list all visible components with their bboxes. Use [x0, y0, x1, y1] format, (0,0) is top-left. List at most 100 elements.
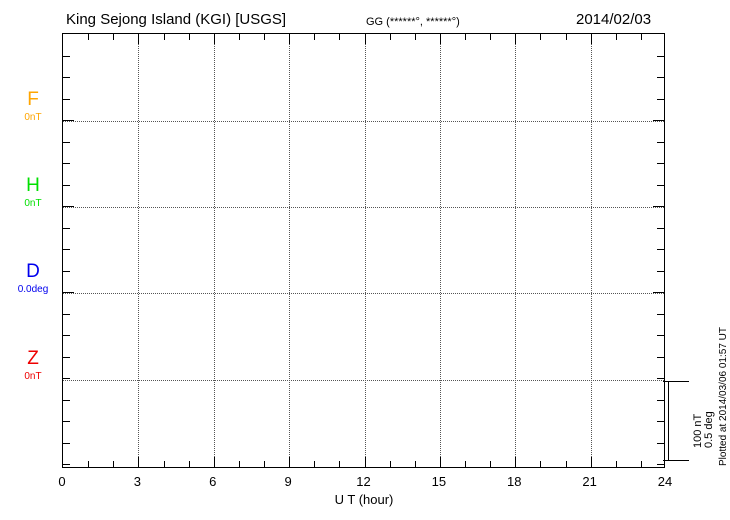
- x-axis-tick-label: 21: [582, 474, 597, 489]
- y-axis-tick: [657, 163, 664, 164]
- x-axis-tick-label: 24: [657, 474, 673, 489]
- y-axis-tick: [657, 378, 664, 379]
- y-axis-tick: [657, 270, 664, 272]
- x-axis-tick-label: 3: [133, 474, 141, 489]
- y-axis-tick: [653, 206, 664, 207]
- y-axis-tick: [657, 399, 664, 401]
- scale-bar-deg-label: 0.5 deg: [703, 411, 715, 448]
- y-axis-tick: [657, 98, 664, 100]
- x-axis-tick: [565, 34, 567, 40]
- y-axis-tick: [63, 206, 74, 207]
- gridline-horizontal: [63, 206, 664, 208]
- geographic-coordinates-label: GG (******°, ******°): [366, 16, 460, 28]
- y-axis-tick: [657, 55, 664, 57]
- x-axis-tick: [490, 461, 492, 467]
- y-axis-tick: [657, 356, 664, 358]
- x-axis-tick: [414, 34, 416, 40]
- x-axis-tick: [389, 461, 391, 467]
- y-axis-tick: [653, 120, 664, 121]
- y-axis-tick: [63, 270, 70, 272]
- x-axis-tick-label: 6: [209, 474, 217, 489]
- x-axis-tick: [163, 461, 165, 467]
- x-axis-tick: [264, 34, 265, 40]
- scale-bar-cap-top: [663, 381, 689, 382]
- component-label-f: F 0nT: [8, 90, 58, 123]
- x-axis-tick-label: 15: [431, 474, 447, 489]
- y-axis-tick: [63, 249, 70, 250]
- x-axis-title-text: U T (hour): [334, 492, 394, 507]
- x-axis-tick: [565, 461, 567, 467]
- x-axis-tick: [389, 34, 391, 40]
- y-axis-tick: [63, 378, 70, 379]
- y-axis-tick: [63, 335, 70, 336]
- x-axis-tick: [465, 34, 466, 40]
- x-axis-tick: [590, 457, 592, 467]
- x-axis-tick: [88, 34, 90, 40]
- x-axis-tick-label: 12: [356, 474, 371, 489]
- component-letter: D: [26, 260, 40, 282]
- x-axis-tick: [439, 457, 441, 467]
- y-axis-tick: [63, 292, 74, 293]
- y-axis-tick: [657, 313, 664, 315]
- observation-date: 2014/02/03: [576, 11, 652, 28]
- gridline-vertical: [439, 34, 441, 467]
- x-axis-tick: [339, 461, 341, 467]
- scale-bar-line: [668, 381, 669, 461]
- x-axis-tick: [590, 34, 592, 44]
- page-title: King Sejong Island (KGI) [USGS]: [66, 11, 287, 28]
- x-axis-tick: [163, 34, 165, 40]
- component-baseline-value: 0nT: [24, 370, 42, 382]
- y-axis-tick: [657, 249, 664, 250]
- gridline-horizontal: [63, 120, 664, 122]
- x-axis-tick: [289, 34, 291, 44]
- y-axis-tick: [657, 442, 664, 444]
- plot-inner: [63, 34, 664, 467]
- component-letter: Z: [27, 347, 39, 369]
- y-axis-tick: [63, 313, 70, 315]
- component-letter: H: [26, 174, 40, 196]
- component-letter: F: [27, 88, 39, 110]
- x-axis-tick: [289, 457, 291, 467]
- y-axis-tick: [63, 98, 70, 100]
- x-axis-tick: [490, 34, 492, 40]
- x-axis-tick: [88, 461, 90, 467]
- x-axis-tick: [515, 457, 517, 467]
- x-axis-tick: [640, 34, 642, 40]
- component-label-h: H 0nT: [8, 176, 58, 209]
- y-axis-tick: [63, 356, 70, 358]
- x-axis-tick: [540, 34, 542, 40]
- x-axis-tick: [364, 457, 366, 467]
- x-axis-title: U T (hour): [0, 492, 730, 507]
- y-axis-tick: [63, 421, 70, 422]
- x-axis-tick: [238, 34, 240, 40]
- x-axis-tick: [339, 34, 341, 40]
- x-axis-tick: [615, 461, 617, 467]
- x-axis-tick: [465, 461, 466, 467]
- x-axis-tick: [515, 34, 517, 44]
- gridline-vertical: [213, 34, 215, 467]
- y-axis-tick: [657, 141, 664, 143]
- x-axis-tick: [364, 34, 366, 44]
- scale-bar: [663, 381, 689, 461]
- x-axis-tick: [188, 34, 190, 40]
- y-axis-tick: [657, 227, 664, 229]
- x-axis-tick: [113, 461, 115, 467]
- x-axis-tick: [439, 34, 441, 44]
- component-label-z: Z 0nT: [8, 349, 58, 382]
- x-axis-tick: [138, 457, 140, 467]
- component-baseline-value: 0nT: [24, 111, 42, 123]
- y-axis-tick: [63, 227, 70, 229]
- y-axis-tick: [63, 399, 70, 401]
- gridline-horizontal: [63, 379, 664, 381]
- gridline-horizontal: [63, 292, 664, 294]
- x-axis-tick: [615, 34, 617, 40]
- x-axis-tick: [188, 461, 190, 467]
- plot-area: [62, 33, 665, 468]
- component-label-d: D 0.0deg: [8, 262, 58, 295]
- y-axis-tick: [63, 184, 70, 186]
- x-axis-tick: [540, 461, 542, 467]
- y-axis-tick: [657, 77, 664, 78]
- x-axis-tick-label: 0: [58, 474, 66, 489]
- component-baseline-value: 0nT: [24, 197, 42, 209]
